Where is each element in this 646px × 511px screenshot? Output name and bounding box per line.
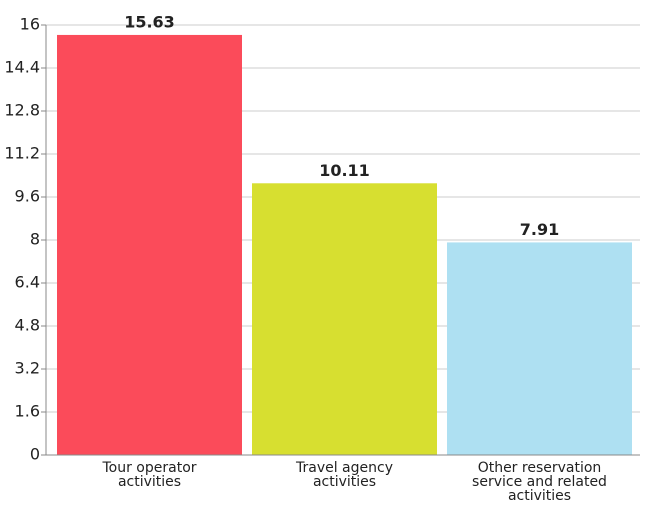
- bar: [447, 242, 632, 455]
- y-tick-label: 6.4: [15, 273, 40, 292]
- value-label: 15.63: [124, 12, 175, 31]
- y-tick-label: 3.2: [15, 359, 40, 378]
- x-tick-label: Tour operator activities: [102, 460, 197, 490]
- x-tick-label: Travel agency activities: [295, 460, 393, 490]
- y-tick-label: 11.2: [4, 144, 40, 163]
- y-tick-label: 8: [30, 230, 40, 249]
- y-tick-label: 4.8: [15, 316, 40, 335]
- bar: [252, 183, 437, 455]
- y-tick-label: 12.8: [4, 101, 40, 120]
- x-tick-label: Other reservation service and related ac…: [472, 460, 607, 504]
- value-label: 10.11: [319, 161, 370, 180]
- value-label: 7.91: [520, 220, 559, 239]
- y-tick-label: 16: [20, 15, 40, 34]
- y-tick-label: 0: [30, 445, 40, 464]
- y-tick-label: 9.6: [15, 187, 40, 206]
- bar: [57, 34, 242, 455]
- y-tick-label: 1.6: [15, 402, 40, 421]
- y-tick-label: 14.4: [4, 58, 40, 77]
